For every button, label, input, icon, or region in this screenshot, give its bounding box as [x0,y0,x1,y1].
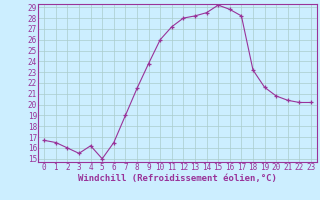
X-axis label: Windchill (Refroidissement éolien,°C): Windchill (Refroidissement éolien,°C) [78,174,277,183]
